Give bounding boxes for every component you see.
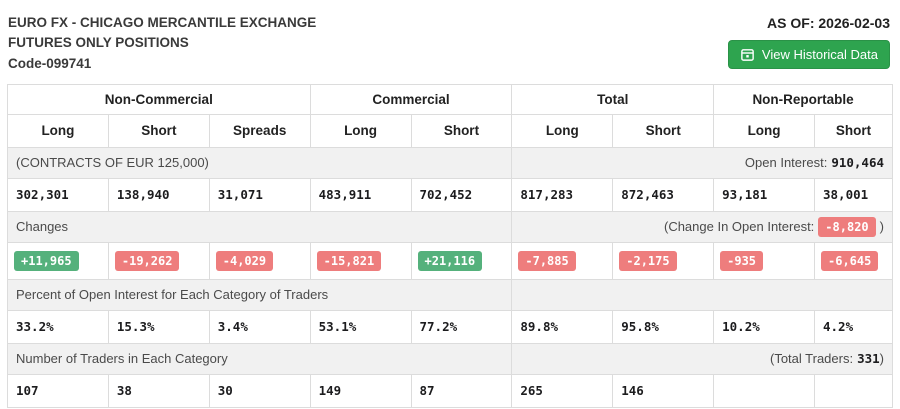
percent-cell: 4.2% — [814, 309, 893, 344]
percent-cell: 15.3% — [107, 309, 210, 344]
change-open-interest-cell: (Change In Open Interest: -8,820) — [511, 210, 893, 243]
change-badge: -19,262 — [114, 250, 180, 271]
contracts-section-row: (CONTRACTS OF EUR 125,000) Open Interest… — [6, 146, 893, 179]
change-cell: -7,885 — [511, 241, 614, 280]
total-traders-prefix: (Total Traders: — [769, 351, 854, 367]
group-commercial: Commercial — [309, 83, 513, 115]
change-badge: +11,965 — [14, 250, 79, 271]
percent-cell: 10.2% — [713, 309, 815, 344]
position-cell: 817,283 — [511, 177, 614, 212]
traders-cell: 30 — [208, 373, 311, 408]
group-non-reportable: Non-Reportable — [713, 83, 893, 115]
changes-values-row: +11,965 -19,262 -4,029 -15,821 +21,116 -… — [7, 241, 893, 280]
page-header: EURO FX - CHICAGO MERCANTILE EXCHANGE FU… — [0, 0, 900, 74]
report-title-block: EURO FX - CHICAGO MERCANTILE EXCHANGE FU… — [8, 13, 316, 74]
traders-cell: 87 — [410, 373, 513, 408]
percent-cell: 95.8% — [612, 309, 715, 344]
traders-cell — [814, 373, 893, 408]
col-header-long: Long — [511, 113, 614, 148]
total-traders-suffix: ) — [879, 351, 884, 367]
col-header-short: Short — [410, 113, 513, 148]
position-cell: 702,452 — [410, 177, 513, 212]
open-interest-label: Open Interest: — [744, 155, 828, 171]
percent-cell: 3.4% — [208, 309, 311, 344]
report-code: Code-099741 — [8, 55, 92, 71]
percent-section-spacer — [511, 278, 893, 311]
col-header-spreads: Spreads — [208, 113, 311, 148]
change-cell: -2,175 — [612, 241, 715, 280]
traders-cell: 149 — [309, 373, 412, 408]
change-cell: +11,965 — [7, 241, 109, 280]
open-interest-value: 910,464 — [831, 155, 884, 171]
position-cell: 93,181 — [713, 177, 815, 212]
open-interest-cell: Open Interest: 910,464 — [511, 146, 893, 179]
change-badge: -7,885 — [518, 250, 576, 271]
report-title-line2: FUTURES ONLY POSITIONS — [8, 35, 189, 51]
change-cell: -6,645 — [814, 241, 893, 280]
changes-section-row: Changes (Change In Open Interest: -8,820) — [6, 210, 893, 243]
position-cell: 872,463 — [612, 177, 715, 212]
view-historical-data-button[interactable]: View Historical Data — [727, 40, 890, 69]
change-oi-badge: -8,820 — [818, 216, 876, 237]
position-cell: 483,911 — [309, 177, 412, 212]
cot-table: Non-Commercial Commercial Total Non-Repo… — [6, 83, 893, 408]
traders-cell — [713, 373, 815, 408]
change-cell: +21,116 — [410, 241, 513, 280]
traders-cell: 265 — [511, 373, 614, 408]
change-badge: -935 — [720, 250, 764, 271]
change-cell: -935 — [713, 241, 815, 280]
change-badge: -2,175 — [619, 250, 677, 271]
percent-section-row: Percent of Open Interest for Each Catego… — [6, 278, 893, 311]
col-header-long: Long — [7, 113, 109, 148]
change-cell: -15,821 — [309, 241, 412, 280]
col-header-long: Long — [309, 113, 412, 148]
traders-values-row: 107 38 30 149 87 265 146 — [7, 373, 893, 408]
percent-cell: 89.8% — [511, 309, 614, 344]
position-cell: 38,001 — [814, 177, 893, 212]
change-badge: +21,116 — [417, 250, 483, 271]
change-badge: -15,821 — [316, 250, 382, 271]
sub-header-row: Long Short Spreads Long Short Long Short… — [7, 113, 893, 148]
traders-cell: 38 — [107, 373, 210, 408]
group-total: Total — [511, 83, 715, 115]
change-cell: -19,262 — [107, 241, 210, 280]
percent-label: Percent of Open Interest for Each Catego… — [6, 278, 513, 311]
group-header-row: Non-Commercial Commercial Total Non-Repo… — [7, 83, 893, 115]
total-traders-cell: (Total Traders: 331) — [511, 342, 893, 375]
percent-cell: 53.1% — [309, 309, 412, 344]
change-oi-prefix: (Change In Open Interest: — [663, 218, 815, 234]
percent-values-row: 33.2% 15.3% 3.4% 53.1% 77.2% 89.8% 95.8%… — [7, 309, 893, 344]
percent-cell: 77.2% — [410, 309, 513, 344]
col-header-short: Short — [107, 113, 210, 148]
group-non-commercial: Non-Commercial — [7, 83, 311, 115]
col-header-long: Long — [713, 113, 815, 148]
col-header-short: Short — [612, 113, 715, 148]
contracts-label: (CONTRACTS OF EUR 125,000) — [6, 146, 513, 179]
change-badge: -4,029 — [215, 250, 274, 271]
position-cell: 138,940 — [107, 177, 210, 212]
view-historical-data-label: View Historical Data — [761, 47, 878, 62]
percent-cell: 33.2% — [7, 309, 109, 344]
col-header-short: Short — [814, 113, 893, 148]
change-cell: -4,029 — [208, 241, 311, 280]
change-badge: -6,645 — [821, 250, 879, 271]
total-traders-value: 331 — [857, 351, 880, 367]
traders-label: Number of Traders in Each Category — [6, 342, 513, 375]
change-oi-suffix: ) — [879, 218, 884, 234]
as-of-date: AS OF: 2026-02-03 — [767, 15, 890, 31]
position-cell: 31,071 — [208, 177, 311, 212]
report-title-line1: EURO FX - CHICAGO MERCANTILE EXCHANGE — [8, 15, 317, 30]
position-cell: 302,301 — [7, 177, 109, 212]
calendar-icon — [740, 47, 755, 62]
changes-label: Changes — [6, 210, 513, 243]
positions-row: 302,301 138,940 31,071 483,911 702,452 8… — [7, 177, 893, 212]
traders-cell: 107 — [7, 373, 109, 408]
traders-cell: 146 — [612, 373, 715, 408]
traders-section-row: Number of Traders in Each Category (Tota… — [6, 342, 893, 375]
header-right: AS OF: 2026-02-03 View Historical Data — [727, 13, 892, 69]
